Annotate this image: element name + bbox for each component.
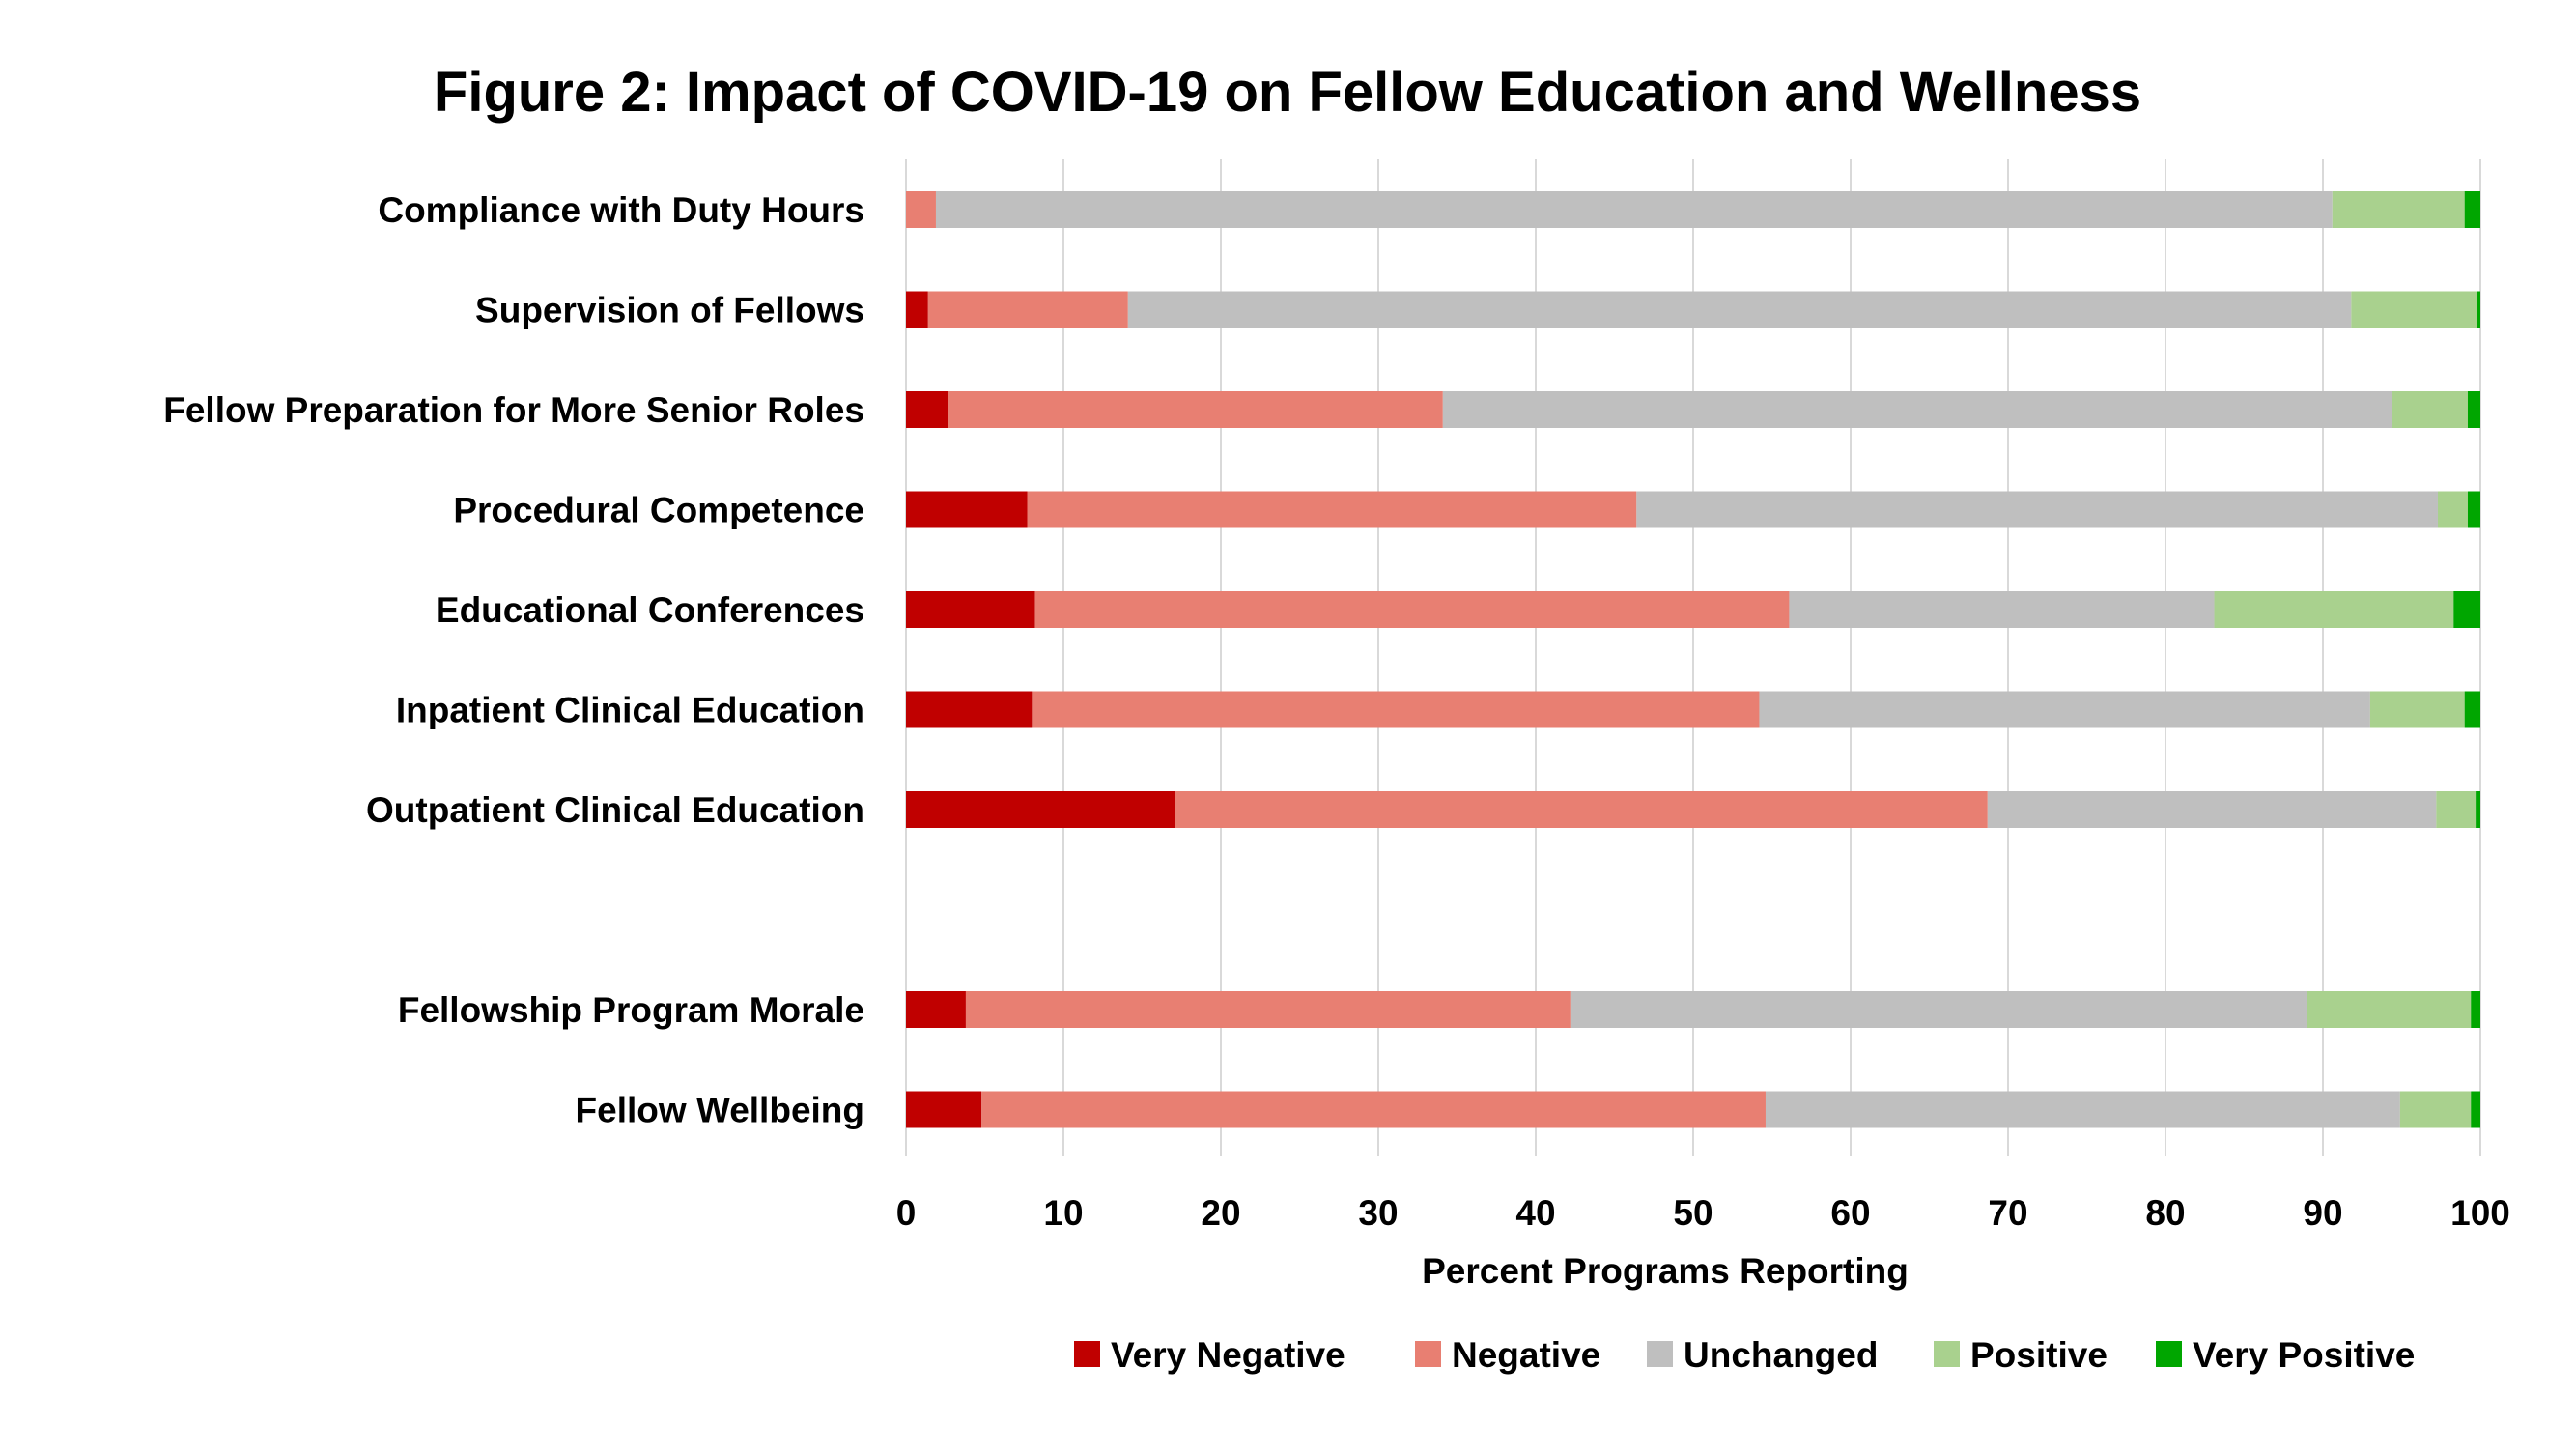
x-tick-label: 30: [1358, 1193, 1398, 1233]
bar-segment: [2436, 791, 2477, 828]
x-tick-label: 10: [1043, 1193, 1083, 1233]
legend-swatch: [1647, 1341, 1673, 1367]
bar-segment: [2467, 391, 2480, 428]
legend-label: Very Positive: [2193, 1335, 2415, 1375]
x-tick-label: 70: [1988, 1193, 2027, 1233]
bar-segment: [1175, 791, 1988, 828]
legend-swatch: [1934, 1341, 1960, 1367]
bar-segment: [906, 1091, 982, 1128]
bar-segment: [906, 191, 936, 228]
x-tick-label: 50: [1673, 1193, 1713, 1233]
bar-segment: [1027, 491, 1637, 528]
legend-label: Positive: [1970, 1335, 2108, 1375]
bar-segment: [1636, 491, 2438, 528]
legend-item: Positive: [1934, 1335, 2108, 1375]
legend-item: Unchanged: [1647, 1335, 1878, 1375]
x-axis-label: Percent Programs Reporting: [1422, 1251, 1909, 1291]
chart-title: Figure 2: Impact of COVID-19 on Fellow E…: [434, 61, 2141, 124]
bar-segment: [2214, 591, 2454, 628]
category-label: Inpatient Clinical Education: [396, 691, 864, 730]
category-label: Fellowship Program Morale: [398, 990, 864, 1030]
x-tick-label: 40: [1515, 1193, 1555, 1233]
bar-segment: [1759, 691, 2370, 728]
bar-segment: [1127, 291, 2352, 328]
bar-segment: [2307, 991, 2472, 1028]
bar-segment: [1987, 791, 2437, 828]
bar-segment: [2351, 291, 2477, 328]
bar-segment: [906, 291, 928, 328]
x-tick-label: 0: [896, 1193, 917, 1233]
legend-swatch: [1415, 1341, 1441, 1367]
category-label: Fellow Preparation for More Senior Roles: [163, 390, 864, 430]
x-tick-label: 60: [1830, 1193, 1870, 1233]
bar-segment: [2437, 491, 2468, 528]
bar-segment: [2464, 191, 2480, 228]
bar-segment: [965, 991, 1571, 1028]
x-tick-label: 100: [2450, 1193, 2510, 1233]
bar-segment: [1032, 691, 1760, 728]
legend-item: Very Negative: [1074, 1335, 1345, 1375]
category-labels: Compliance with Duty Hours Supervision of…: [163, 190, 864, 1130]
legend-swatch: [1074, 1341, 1100, 1367]
bar-segment: [2369, 691, 2465, 728]
legend-item: Negative: [1415, 1335, 1600, 1375]
category-label: Outpatient Clinical Education: [366, 790, 864, 830]
category-label: Educational Conferences: [436, 590, 864, 630]
bar-segment: [906, 391, 949, 428]
bar-segment: [2464, 691, 2480, 728]
legend-label: Negative: [1452, 1335, 1600, 1375]
x-tick-label: 20: [1201, 1193, 1240, 1233]
bar-segment: [906, 791, 1175, 828]
bar-segment: [2453, 591, 2480, 628]
bar-segment: [2477, 291, 2480, 328]
bar-segment: [906, 491, 1028, 528]
bar-segment: [1789, 591, 2215, 628]
bar-segment: [2471, 1091, 2480, 1128]
bar-segment: [906, 991, 966, 1028]
bar-segment: [981, 1091, 1766, 1128]
category-label: Compliance with Duty Hours: [378, 190, 864, 230]
legend-swatch: [2156, 1341, 2182, 1367]
bar-segment: [927, 291, 1128, 328]
bar-segment: [1034, 591, 1790, 628]
bar-segment: [935, 191, 2333, 228]
bar-segment: [2476, 791, 2480, 828]
category-label: Fellow Wellbeing: [576, 1091, 864, 1130]
legend-label: Very Negative: [1111, 1335, 1345, 1375]
legend: Very Negative Negative Unchanged Positive Ve…: [1074, 1335, 2415, 1375]
bar-segment: [2392, 391, 2468, 428]
bar-segment: [948, 391, 1443, 428]
bars: [906, 191, 2480, 1128]
bar-segment: [2332, 191, 2465, 228]
legend-item: Very Positive: [2156, 1335, 2415, 1375]
bar-segment: [906, 591, 1035, 628]
bar-segment: [1570, 991, 2307, 1028]
legend-label: Unchanged: [1684, 1335, 1878, 1375]
x-tick-label: 90: [2303, 1193, 2342, 1233]
x-tick-label: 80: [2145, 1193, 2185, 1233]
bar-segment: [1442, 391, 2392, 428]
bar-segment: [2467, 491, 2480, 528]
x-tick-labels: 0 10 20 30 40 50 60 70 80 90 100: [896, 1193, 2510, 1233]
bar-segment: [1765, 1091, 2400, 1128]
category-label: Supervision of Fellows: [475, 291, 864, 330]
bar-segment: [2471, 991, 2480, 1028]
category-label: Procedural Competence: [453, 491, 864, 530]
bar-segment: [2399, 1091, 2472, 1128]
bar-segment: [906, 691, 1033, 728]
